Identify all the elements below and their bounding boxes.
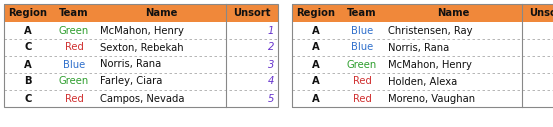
Text: 3: 3 bbox=[268, 60, 274, 69]
Bar bbox=[4, 22, 278, 39]
Text: Unsort: Unsort bbox=[233, 8, 271, 18]
Text: Unsort: Unsort bbox=[529, 8, 553, 18]
Text: Norris, Rana: Norris, Rana bbox=[388, 43, 449, 52]
Text: 5: 5 bbox=[268, 93, 274, 104]
Text: C: C bbox=[24, 93, 32, 104]
Bar bbox=[292, 56, 553, 73]
Text: Green: Green bbox=[347, 60, 377, 69]
Bar bbox=[4, 4, 278, 107]
Text: Team: Team bbox=[59, 8, 89, 18]
Text: A: A bbox=[312, 26, 320, 36]
Text: McMahon, Henry: McMahon, Henry bbox=[100, 26, 184, 36]
Text: Red: Red bbox=[353, 76, 372, 86]
Text: Red: Red bbox=[65, 43, 84, 52]
Bar bbox=[292, 90, 553, 107]
Text: Sexton, Rebekah: Sexton, Rebekah bbox=[100, 43, 184, 52]
Text: Red: Red bbox=[353, 93, 372, 104]
Text: 4: 4 bbox=[268, 76, 274, 86]
Text: Blue: Blue bbox=[63, 60, 85, 69]
Bar bbox=[4, 39, 278, 56]
Bar bbox=[292, 39, 553, 56]
Text: Region: Region bbox=[8, 8, 48, 18]
Text: A: A bbox=[312, 93, 320, 104]
Text: A: A bbox=[312, 43, 320, 52]
Bar bbox=[292, 4, 553, 22]
Text: McMahon, Henry: McMahon, Henry bbox=[388, 60, 472, 69]
Text: Campos, Nevada: Campos, Nevada bbox=[100, 93, 185, 104]
Text: Region: Region bbox=[296, 8, 336, 18]
Bar bbox=[292, 73, 553, 90]
Text: Blue: Blue bbox=[351, 43, 373, 52]
Text: Blue: Blue bbox=[351, 26, 373, 36]
Bar bbox=[4, 56, 278, 73]
Text: A: A bbox=[24, 60, 32, 69]
Text: Team: Team bbox=[347, 8, 377, 18]
Text: Green: Green bbox=[59, 26, 89, 36]
Text: Norris, Rana: Norris, Rana bbox=[100, 60, 161, 69]
Text: Farley, Ciara: Farley, Ciara bbox=[100, 76, 163, 86]
Text: Red: Red bbox=[65, 93, 84, 104]
Bar bbox=[292, 4, 553, 107]
Text: Christensen, Ray: Christensen, Ray bbox=[388, 26, 472, 36]
Text: Moreno, Vaughan: Moreno, Vaughan bbox=[388, 93, 475, 104]
Text: Name: Name bbox=[437, 8, 469, 18]
Text: Holden, Alexa: Holden, Alexa bbox=[388, 76, 457, 86]
Text: 2: 2 bbox=[268, 43, 274, 52]
Text: 1: 1 bbox=[268, 26, 274, 36]
Text: C: C bbox=[24, 43, 32, 52]
Bar bbox=[4, 4, 278, 22]
Text: A: A bbox=[24, 26, 32, 36]
Bar bbox=[292, 22, 553, 39]
Text: A: A bbox=[312, 60, 320, 69]
Text: Green: Green bbox=[59, 76, 89, 86]
Bar bbox=[4, 73, 278, 90]
Text: A: A bbox=[312, 76, 320, 86]
Text: B: B bbox=[24, 76, 32, 86]
Bar bbox=[4, 90, 278, 107]
Text: Name: Name bbox=[145, 8, 177, 18]
